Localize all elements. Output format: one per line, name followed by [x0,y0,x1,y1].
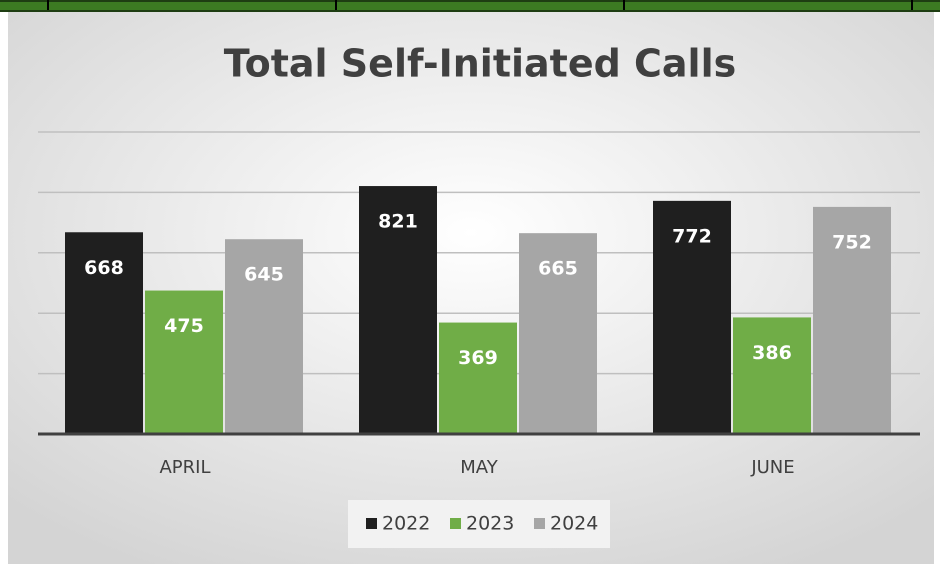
bar [439,322,517,434]
bar [225,239,303,434]
bar [65,232,143,434]
data-label: 821 [378,211,418,233]
legend-label: 2022 [382,513,430,535]
data-label: 752 [832,231,872,253]
bar [145,290,223,434]
legend-label: 2023 [466,513,514,535]
legend-swatch [534,518,545,529]
x-tick-label: MAY [460,457,498,478]
bar [813,206,891,434]
data-label: 369 [458,347,498,369]
data-label: 772 [672,225,712,247]
data-label: 645 [244,264,284,286]
data-label: 475 [164,315,204,337]
data-label: 386 [752,342,792,364]
bar [733,317,811,434]
legend-box [348,500,610,548]
bar [653,200,731,434]
legend-swatch [366,518,377,529]
x-tick-label: JUNE [750,457,794,478]
legend-swatch [450,518,461,529]
chart-area [8,12,934,564]
table-row [0,2,940,10]
x-tick-label: APRIL [159,457,210,478]
data-label: 665 [538,258,578,280]
data-label: 668 [84,257,124,279]
chart-title: Total Self-Initiated Calls [224,42,736,86]
bar [359,186,437,434]
table-cell-dividers [47,0,913,10]
legend-label: 2024 [550,513,598,535]
bar [519,233,597,434]
